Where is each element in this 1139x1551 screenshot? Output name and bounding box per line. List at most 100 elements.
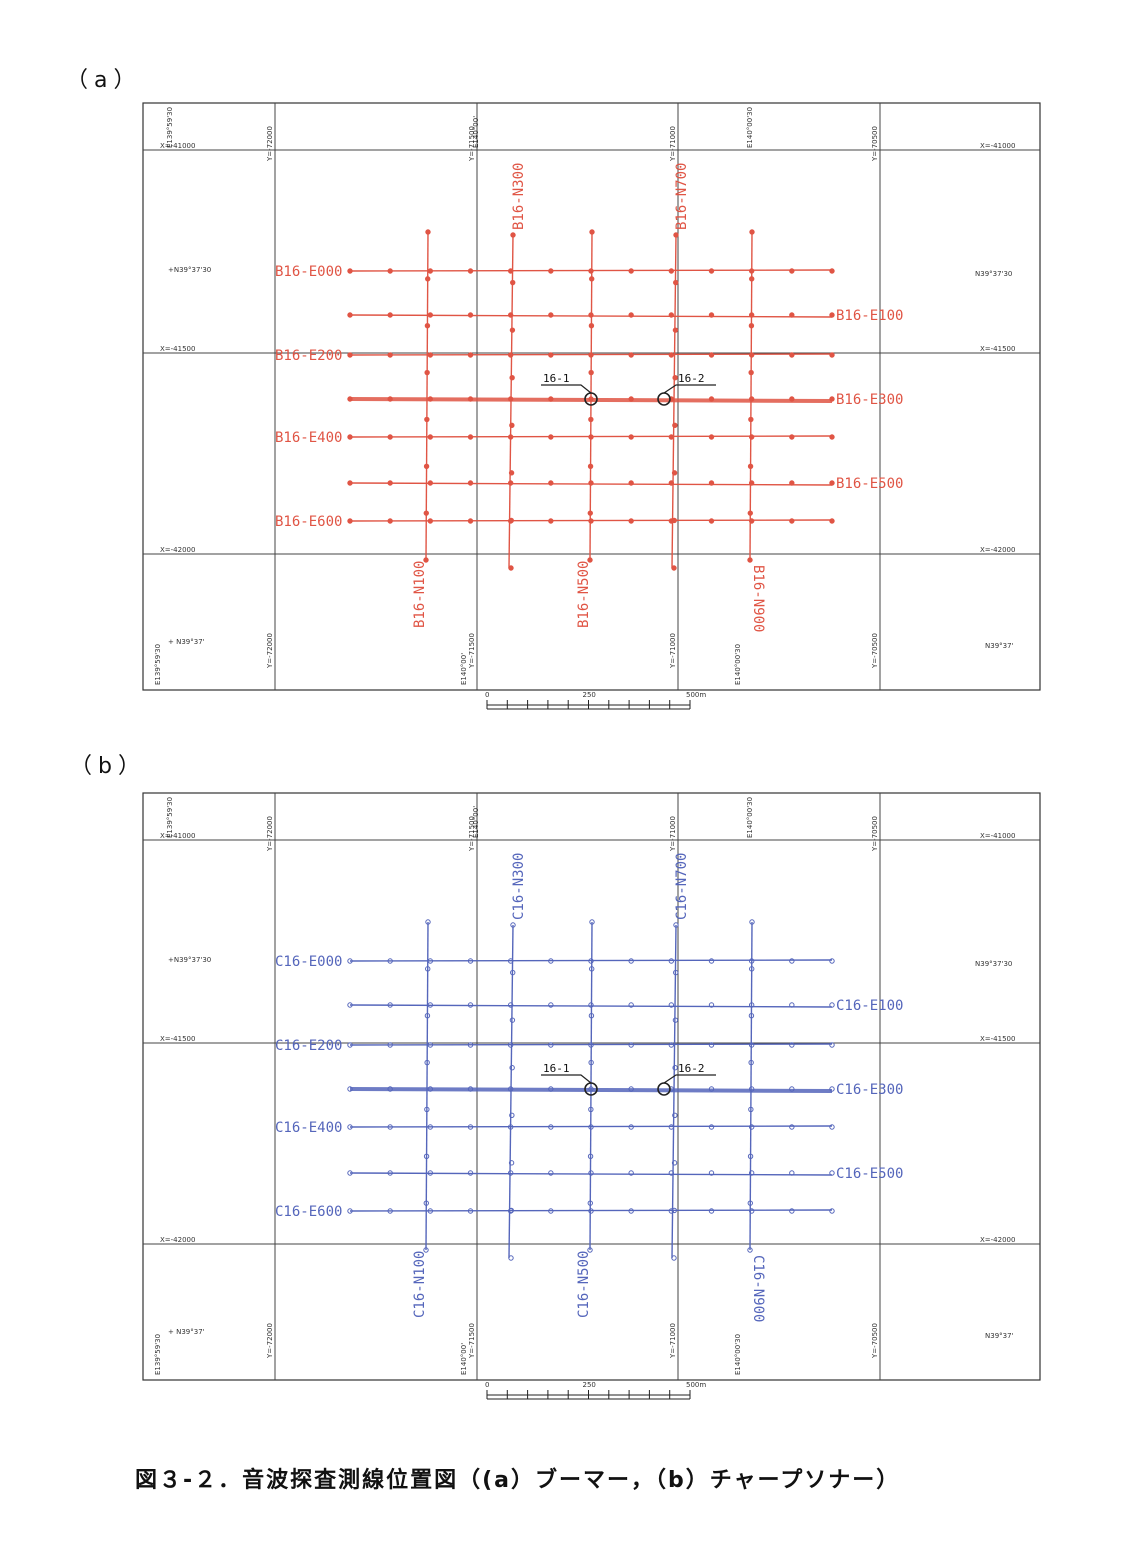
survey-point bbox=[589, 966, 595, 972]
grid-lon-label-bottom: E140°00' bbox=[460, 653, 468, 685]
survey-point bbox=[347, 1170, 353, 1176]
survey-point bbox=[424, 1106, 430, 1113]
survey-point bbox=[829, 434, 835, 440]
survey-point bbox=[548, 1208, 554, 1214]
survey-point bbox=[708, 396, 715, 402]
grid-lat-label-right: N39°37'30 bbox=[975, 960, 1012, 968]
survey-point bbox=[467, 1086, 474, 1092]
survey-line-c16-e000 bbox=[349, 959, 833, 962]
survey-point bbox=[747, 510, 753, 516]
survey-line-label: B16-E200 bbox=[275, 348, 342, 364]
survey-line-b16-n100 bbox=[425, 231, 429, 561]
survey-point bbox=[347, 1042, 353, 1048]
survey-point bbox=[347, 312, 353, 318]
survey-point bbox=[628, 1086, 634, 1092]
survey-point bbox=[548, 312, 554, 318]
grid-lon-label-bottom: E140°00' bbox=[460, 1343, 468, 1375]
survey-line-label: C16-E100 bbox=[836, 998, 903, 1014]
survey-point bbox=[748, 1106, 754, 1113]
survey-point bbox=[587, 1153, 594, 1159]
survey-point bbox=[671, 1207, 677, 1214]
survey-point bbox=[467, 1170, 474, 1176]
survey-point bbox=[673, 232, 679, 238]
grid-x-label-right: X=-42000 bbox=[980, 546, 1015, 554]
scale-label-end: 500m bbox=[686, 691, 706, 699]
map-frame bbox=[142, 792, 1041, 1381]
survey-point bbox=[424, 323, 431, 329]
survey-line-b16-n700 bbox=[671, 234, 677, 569]
survey-point bbox=[588, 958, 594, 964]
survey-point bbox=[507, 1002, 514, 1008]
survey-point bbox=[789, 1086, 795, 1092]
map-frame bbox=[142, 102, 1041, 691]
survey-point bbox=[668, 1208, 675, 1214]
survey-point bbox=[508, 565, 514, 571]
grid-y-label-top: Y=-72000 bbox=[266, 816, 274, 852]
survey-line-label: C16-E000 bbox=[275, 954, 342, 970]
survey-point bbox=[510, 969, 516, 976]
grid-y-label-top: Y=-71500 bbox=[468, 816, 476, 852]
survey-line-label: B16-E100 bbox=[836, 308, 903, 324]
grid-y-label-top: Y=-72000 bbox=[266, 126, 274, 162]
survey-point bbox=[829, 518, 835, 524]
survey-point bbox=[628, 1124, 634, 1130]
grid-x-label-left: X=-42000 bbox=[160, 546, 195, 554]
survey-point bbox=[548, 434, 554, 440]
survey-line-c16-n700 bbox=[671, 924, 677, 1259]
grid-lon-label-top: E140°00'30 bbox=[746, 107, 754, 148]
grid-lon-label-bottom: E140°00'30 bbox=[734, 1334, 742, 1375]
survey-point bbox=[708, 434, 715, 440]
survey-point bbox=[427, 1086, 434, 1092]
survey-point bbox=[508, 470, 515, 476]
survey-point bbox=[749, 229, 755, 235]
survey-line-label: B16-N100 bbox=[412, 561, 428, 628]
survey-point bbox=[589, 919, 595, 925]
survey-point bbox=[467, 352, 474, 358]
survey-point bbox=[708, 1170, 715, 1176]
survey-point bbox=[789, 268, 795, 274]
station-leader bbox=[663, 1074, 716, 1084]
survey-point bbox=[673, 279, 679, 286]
survey-point bbox=[829, 1124, 835, 1130]
survey-line-c16-n500 bbox=[589, 921, 593, 1251]
survey-line-b16-n300 bbox=[508, 234, 514, 569]
survey-point bbox=[509, 1112, 515, 1118]
survey-point bbox=[347, 518, 353, 524]
survey-point bbox=[708, 518, 715, 524]
survey-point bbox=[387, 1042, 393, 1048]
grid-x-label-right: X=-41500 bbox=[980, 345, 1015, 353]
survey-point bbox=[427, 1124, 434, 1130]
grid-y-label-bottom: Y=-70500 bbox=[871, 1323, 879, 1359]
survey-point bbox=[425, 966, 431, 972]
survey-point bbox=[387, 1002, 393, 1008]
grid-lat-label-right: N39°37'30 bbox=[975, 270, 1012, 278]
survey-point bbox=[423, 510, 429, 516]
survey-point bbox=[387, 518, 393, 524]
survey-point bbox=[708, 312, 715, 318]
survey-point bbox=[510, 232, 516, 238]
survey-point bbox=[467, 396, 474, 402]
grid-y-label-bottom: Y=-72000 bbox=[266, 1323, 274, 1359]
survey-point bbox=[427, 396, 434, 402]
grid-x-label-right: X=-41500 bbox=[980, 1035, 1015, 1043]
survey-point bbox=[347, 268, 353, 274]
grid-x-label-right: X=-42000 bbox=[980, 1236, 1015, 1244]
survey-line-label: B16-N500 bbox=[576, 561, 592, 628]
survey-point bbox=[789, 1002, 795, 1008]
survey-point bbox=[427, 1042, 434, 1048]
survey-point bbox=[668, 958, 675, 964]
survey-point bbox=[467, 1124, 474, 1130]
grid-lat-label-left: + N39°37' bbox=[168, 638, 205, 646]
survey-point bbox=[423, 1153, 430, 1159]
survey-point bbox=[427, 352, 434, 358]
grid-x-label-right: X=-41000 bbox=[980, 832, 1015, 840]
survey-point bbox=[747, 1153, 754, 1159]
grid-y-label-top: Y=-71500 bbox=[468, 126, 476, 162]
survey-point bbox=[671, 517, 677, 524]
survey-point bbox=[387, 1086, 393, 1092]
survey-point bbox=[467, 518, 474, 524]
survey-point bbox=[749, 276, 755, 282]
grid-x-label-left: X=-42000 bbox=[160, 1236, 195, 1244]
grid-lon-label-bottom: E139°59'30 bbox=[154, 1334, 162, 1375]
survey-point bbox=[829, 1042, 835, 1048]
